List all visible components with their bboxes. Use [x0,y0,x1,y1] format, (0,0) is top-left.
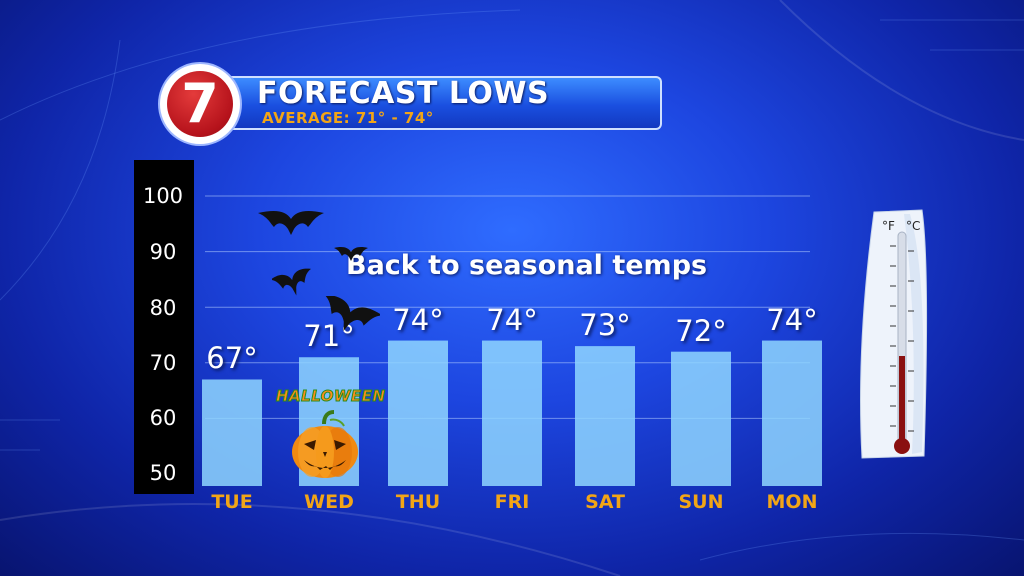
y-tick-label: 90 [149,240,177,264]
bar-value-label: 74° [486,302,538,337]
bat-icon [334,247,368,261]
x-tick-label: MON [766,491,818,513]
x-tick-label: SAT [585,491,625,513]
bar-tue [202,379,262,486]
halloween-label: HALLOWEEN [276,387,386,406]
y-tick-label: 100 [142,184,184,208]
bar-mon [762,340,822,486]
bar-value-label: 73° [579,308,631,343]
y-tick-label: 70 [149,351,177,375]
pumpkin-icon [292,410,358,478]
y-tick-label: 60 [149,406,177,430]
logo-red-circle: 7 [167,71,233,137]
y-tick-label: 80 [149,296,177,320]
bat-icon [323,296,380,332]
bar-value-label: 74° [766,302,818,337]
bar-sun [671,351,731,486]
average-subtitle: AVERAGE: 71° - 74° [262,109,434,127]
x-tick-label: TUE [211,491,253,513]
x-tick-label: THU [395,491,441,513]
bar-sat [575,346,635,486]
bar-value-label: 67° [206,341,258,376]
bar-value-label: 72° [675,313,727,348]
bar-fri [482,340,542,486]
x-tick-label: FRI [494,491,530,513]
thermo-unit-f: °F [882,219,895,233]
y-tick-label: 50 [149,461,177,485]
thermometer-icon: °F °C [860,209,928,459]
bat-icon [272,268,311,296]
station-logo: 7 [160,64,240,144]
page-title: FORECAST LOWS [257,76,550,111]
bar-thu [388,340,448,486]
bat-icon [258,211,324,235]
x-tick-label: WED [304,491,354,513]
bar-value-label: 74° [392,302,444,337]
title-banner [210,76,662,130]
y-axis-panel: 100 90 80 70 60 50 [134,160,194,494]
thermo-unit-c: °C [906,219,920,233]
logo-number: 7 [181,72,219,135]
x-tick-label: SUN [678,491,724,513]
chart-annotation: Back to seasonal temps [346,250,708,281]
